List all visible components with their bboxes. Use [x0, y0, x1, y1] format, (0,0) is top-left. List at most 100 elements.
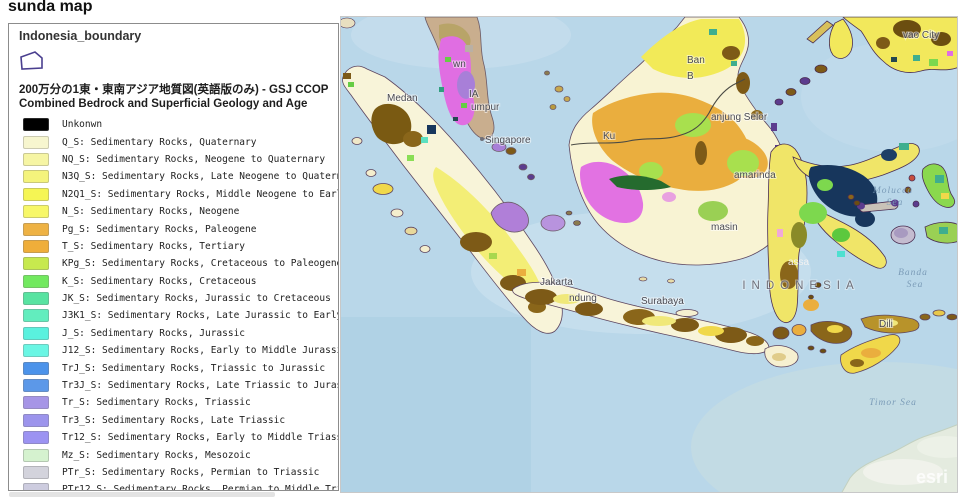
legend-item[interactable]: JK_S: Sedimentary Rocks, Jurassic to Cre… [9, 290, 338, 307]
map-label-surabaya: Surabaya [641, 296, 684, 307]
sea-label-banda: Banda [898, 268, 928, 278]
legend-item[interactable]: PTr_S: Sedimentary Rocks, Permian to Tri… [9, 464, 338, 481]
legend-item[interactable]: N3Q_S: Sedimentary Rocks, Late Neogene t… [9, 168, 338, 185]
island-sumatra [342, 65, 563, 334]
legend-swatch [23, 135, 49, 149]
legend-item[interactable]: Unkonwn [9, 116, 338, 133]
map-label-b: B [687, 71, 694, 82]
legend-item[interactable]: PTr12_S: Sedimentary Rocks, Permian to M… [9, 481, 338, 491]
legend-item-label: Tr3J_S: Sedimentary Rocks, Late Triassic… [62, 380, 339, 392]
map-label-assa: assa [788, 257, 810, 268]
legend-item-label: PTr12_S: Sedimentary Rocks, Permian to M… [62, 484, 338, 491]
map-label-ku: Ku [603, 131, 615, 142]
legend-item[interactable]: Pg_S: Sedimentary Rocks, Paleogene [9, 220, 338, 237]
legend-item[interactable]: NQ_S: Sedimentary Rocks, Neogene to Quat… [9, 151, 338, 168]
legend-item-label: TrJ_S: Sedimentary Rocks, Triassic to Ju… [62, 362, 326, 374]
legend-item-label: Unkonwn [62, 119, 103, 131]
island-borneo [568, 17, 786, 266]
map-label-ban: Ban [687, 55, 705, 66]
legend-item[interactable]: N_S: Sedimentary Rocks, Neogene [9, 203, 338, 220]
legend-item[interactable]: Tr_S: Sedimentary Rocks, Triassic [9, 394, 338, 411]
island-maluku [847, 163, 957, 245]
map-label-jakarta: Jakarta [540, 277, 573, 288]
legend-panel-scrollbar[interactable] [9, 492, 275, 497]
sea-label-sea: Sea [887, 198, 904, 208]
map-label-amarinda: amarinda [734, 170, 776, 181]
page-title: sunda map [8, 0, 93, 15]
island-java-chain [512, 281, 957, 374]
legend-swatch [23, 396, 49, 410]
legend-item-label: K_S: Sedimentary Rocks, Cretaceous [62, 275, 257, 287]
legend-swatch [23, 292, 49, 306]
legend-item-label: N2Q1_S: Sedimentary Rocks, Middle Neogen… [62, 188, 338, 200]
legend-swatch [23, 152, 49, 166]
legend-item-label: Tr_S: Sedimentary Rocks, Triassic [62, 397, 251, 409]
map-label-anjung-selor: anjung Selor [711, 112, 768, 123]
island-malay-peninsula [424, 17, 571, 233]
legend-swatch [23, 239, 49, 253]
legend-item-label: KPg_S: Sedimentary Rocks, Cretaceous to … [62, 258, 339, 270]
map-label-wn: wn [452, 59, 466, 70]
map-label-dili: Dili [879, 319, 893, 330]
legend-item-label: JK_S: Sedimentary Rocks, Jurassic to Cre… [62, 293, 331, 305]
legend-item-list: Unkonwn Q_S: Sedimentary Rocks, Quaternar… [9, 116, 338, 491]
map-label-ndung: ndung [569, 293, 597, 304]
legend-swatch [23, 379, 49, 393]
legend-item[interactable]: Q_S: Sedimentary Rocks, Quaternary [9, 133, 338, 150]
legend-swatch [23, 344, 49, 358]
legend-item[interactable]: J12_S: Sedimentary Rocks, Early to Middl… [9, 342, 338, 359]
legend-item[interactable]: Mz_S: Sedimentary Rocks, Mesozoic [9, 446, 338, 463]
legend-item[interactable]: Tr3_S: Sedimentary Rocks, Late Triassic [9, 412, 338, 429]
legend-item[interactable]: J_S: Sedimentary Rocks, Jurassic [9, 325, 338, 342]
legend-swatch [23, 205, 49, 219]
legend-swatch [23, 309, 49, 323]
island-mindanao [774, 17, 957, 106]
legend-item[interactable]: TrJ_S: Sedimentary Rocks, Triassic to Ju… [9, 359, 338, 376]
map-label-umpur: umpur [471, 102, 500, 113]
legend-item-label: J3K1_S: Sedimentary Rocks, Late Jurassic… [62, 310, 338, 322]
legend-swatch [23, 431, 49, 445]
legend-swatch [23, 257, 49, 271]
legend-item[interactable]: T_S: Sedimentary Rocks, Tertiary [9, 238, 338, 255]
legend-item-label: N_S: Sedimentary Rocks, Neogene [62, 206, 240, 218]
legend-item[interactable]: J3K1_S: Sedimentary Rocks, Late Jurassic… [9, 307, 338, 324]
legend-item[interactable]: Tr3J_S: Sedimentary Rocks, Late Triassic… [9, 377, 338, 394]
map-label-ia: IA [469, 89, 479, 100]
legend-swatch [23, 170, 49, 184]
legend-swatch [23, 274, 49, 288]
small-islands [341, 17, 822, 300]
esri-attribution: esri [916, 467, 948, 487]
island-australia [841, 424, 957, 492]
legend-swatch [23, 448, 49, 462]
sea-label-molucca: Molucca [872, 186, 913, 196]
geology-layer-title: 200万分の1東・東南アジア地質図(英語版のみ) - GSJ CCOP Comb… [19, 83, 331, 111]
polygon-outline-icon [20, 51, 43, 70]
legend-item-label: T_S: Sedimentary Rocks, Tertiary [62, 240, 246, 252]
legend-item[interactable]: Tr12_S: Sedimentary Rocks, Early to Midd… [9, 429, 338, 446]
legend-swatch [23, 326, 49, 340]
layer-name-indonesia-boundary: Indonesia_boundary [19, 29, 142, 43]
legend-item-label: N3Q_S: Sedimentary Rocks, Late Neogene t… [62, 171, 339, 183]
map-label-masin: masin [711, 222, 738, 233]
legend-item-label: J12_S: Sedimentary Rocks, Early to Middl… [62, 345, 339, 357]
legend-swatch [23, 466, 49, 479]
sea-label-sea: Sea [907, 280, 924, 290]
legend-swatch [23, 118, 49, 132]
legend-item[interactable]: KPg_S: Sedimentary Rocks, Cretaceous to … [9, 255, 338, 272]
map-label-singapore: Singapore [485, 135, 531, 146]
geology-title-line1: 200万分の1東・東南アジア地質図(英語版のみ) - GSJ CCOP [19, 84, 329, 96]
legend-item-label: Pg_S: Sedimentary Rocks, Paleogene [62, 223, 257, 235]
legend-item-label: Tr3_S: Sedimentary Rocks, Late Triassic [62, 414, 286, 426]
legend-item-label: PTr_S: Sedimentary Rocks, Permian to Tri… [62, 467, 320, 478]
legend-swatch [23, 187, 49, 201]
legend-item[interactable]: N2Q1_S: Sedimentary Rocks, Middle Neogen… [9, 186, 338, 203]
legend-panel[interactable]: Indonesia_boundary 200万分の1東・東南アジア地質図(英語版… [8, 23, 339, 491]
sea-label-timor-sea: Timor Sea [869, 398, 917, 408]
country-label-indonesia: INDONESIA [742, 280, 859, 292]
legend-item-label: Q_S: Sedimentary Rocks, Quaternary [62, 136, 257, 148]
legend-swatch [23, 413, 49, 427]
legend-item[interactable]: K_S: Sedimentary Rocks, Cretaceous [9, 273, 338, 290]
